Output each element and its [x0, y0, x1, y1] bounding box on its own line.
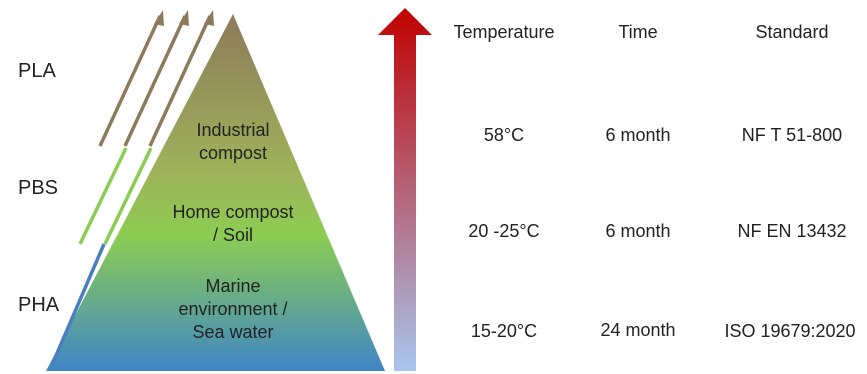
header-standard: Standard: [755, 22, 829, 42]
tier-marine-sea-water: Marine environment / Sea water: [123, 275, 343, 344]
row-home-standard: NF EN 13432: [737, 221, 847, 241]
pyramid-triangle: [46, 14, 385, 371]
increasing-arrow: [378, 8, 432, 371]
row-industrial-time: 6 month: [605, 125, 671, 145]
tier-industrial-compost: Industrial compost: [143, 119, 323, 165]
tier-line: compost: [198, 143, 268, 163]
label-pla: PLA: [18, 60, 56, 82]
row-marine-time: 24 month: [600, 320, 676, 340]
pbs-arrows: [78, 147, 153, 245]
row-industrial-temperature: 58°C: [483, 125, 525, 145]
label-pha: PHA: [18, 294, 60, 316]
tier-home-compost-soil: Home compost / Soil: [133, 201, 333, 247]
tier-line: Sea water: [192, 322, 274, 342]
row-home-temperature: 20 -25°C: [468, 221, 540, 241]
row-marine-standard: ISO 19679:2020: [724, 321, 856, 341]
row-marine-temperature: 15-20°C: [470, 321, 538, 341]
tier-line: environment /: [178, 299, 288, 319]
tier-line: Marine: [205, 276, 261, 296]
label-pbs: PBS: [18, 177, 59, 199]
tier-line: Home compost: [172, 202, 294, 222]
pha-arrow: [50, 243, 106, 366]
row-industrial-standard: NF T 51-800: [741, 125, 843, 145]
tier-line: / Soil: [212, 225, 254, 245]
header-temperature: Temperature: [453, 22, 555, 42]
header-time: Time: [618, 22, 658, 42]
row-home-time: 6 month: [605, 221, 671, 241]
pla-arrows: [98, 10, 214, 147]
tier-line: Industrial: [196, 120, 270, 140]
